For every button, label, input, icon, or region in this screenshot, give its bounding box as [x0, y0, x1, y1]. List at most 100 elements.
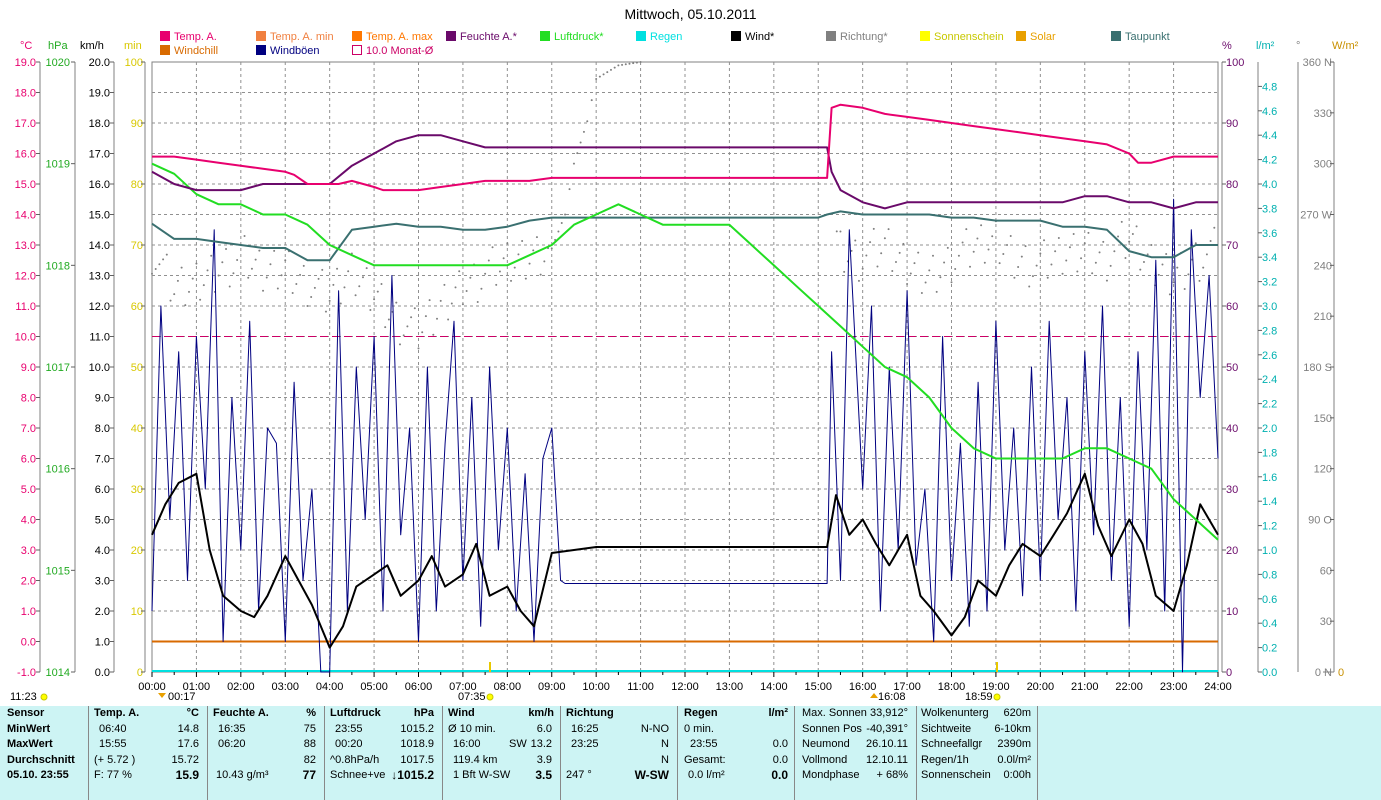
direction-dot	[247, 276, 250, 279]
direction-header: Richtung	[566, 707, 614, 719]
direction-dot	[869, 241, 872, 244]
direction-dot	[598, 75, 601, 78]
pressure-min-value: 1015.2	[400, 722, 434, 735]
legend-label: Sonnenschein	[934, 31, 1004, 43]
direction-dot	[917, 251, 920, 254]
direction-dot	[579, 141, 582, 144]
direction-dot	[1161, 263, 1164, 266]
temp-axis-label: 12.0	[15, 271, 36, 283]
pct-axis-label: 0	[1226, 667, 1232, 679]
direction-dot	[450, 302, 453, 305]
kmh-axis-label: 9.0	[95, 393, 110, 405]
temperature-line	[152, 103, 1218, 192]
label-max: MaxWert	[7, 738, 53, 751]
sun-pos-label: Sonnen Pos	[802, 722, 862, 735]
direction-dot	[184, 304, 187, 307]
direction-dot	[617, 64, 620, 67]
direction-dot	[398, 343, 401, 346]
deg-axis-header: °	[1296, 40, 1301, 52]
temp-axis-label: 6.0	[21, 454, 36, 466]
marker-1123: 11:23	[10, 691, 37, 703]
temp-header: Temp. A.	[94, 707, 140, 719]
direction-dot	[432, 333, 435, 336]
temp-axis-label: 16.0	[15, 149, 36, 161]
x-tick-label: 03:00	[271, 681, 299, 693]
direction-dot	[1050, 263, 1053, 266]
sun-max-value: 33,912°	[869, 707, 908, 719]
fullmoon-label: Vollmond	[802, 753, 848, 766]
legend-label: Taupunkt	[1125, 31, 1170, 43]
kmh-axis-label: 7.0	[95, 454, 110, 466]
direction-dot	[1024, 245, 1027, 248]
stats-col-pressure: Luftdruck hPa 23:55 1015.2 00:20 1018.9 ^0.…	[325, 706, 443, 800]
direction-dot	[1006, 244, 1009, 246]
direction-dot	[632, 62, 635, 65]
temp-axis-label: 4.0	[21, 515, 36, 527]
direction-dot	[894, 260, 897, 263]
lm2-axis-label: 3.8	[1262, 203, 1277, 215]
direction-dot	[421, 331, 424, 334]
legend-item: Feuchte A.*	[446, 31, 517, 44]
direction-r1-time: 16:25	[571, 722, 599, 735]
direction-dot	[228, 285, 231, 288]
legend-label: Temp. A.	[174, 31, 217, 43]
deg-axis-label: 210	[1314, 311, 1332, 323]
direction-dot	[480, 287, 483, 290]
kmh-axis-label: 12.0	[89, 301, 110, 313]
moonphase-value: + 68%	[876, 769, 909, 782]
direction-dot	[872, 227, 875, 230]
sunrise-marker: 07:35	[458, 691, 486, 703]
kmh-axis-label: 18.0	[89, 118, 110, 130]
kmh-axis-label: 13.0	[89, 271, 110, 283]
direction-r1-value: N-NO	[640, 722, 669, 735]
legend-swatch	[920, 31, 930, 41]
min-axis-label: 100	[125, 57, 143, 69]
legend-swatch	[731, 31, 741, 41]
direction-dot	[1205, 253, 1208, 256]
direction-dot	[469, 276, 472, 279]
direction-dot	[365, 267, 368, 270]
label-current-time: 05.10. 23:55	[7, 769, 69, 782]
min-axis-label: 70	[131, 240, 143, 252]
direction-dot	[609, 68, 612, 71]
legend-swatch	[256, 45, 266, 55]
temp-current-label: F: 77 %	[94, 769, 132, 782]
x-tick-label: 00:00	[138, 681, 166, 693]
rain1h-label: Regen/1h	[921, 753, 969, 766]
wind-avg-value: 3.9	[536, 753, 552, 766]
direction-dot	[232, 272, 235, 275]
direction-dot	[639, 61, 642, 63]
legend-label: 10.0 Monat-Ø	[366, 45, 434, 57]
lm2-axis-label: 4.2	[1262, 155, 1277, 167]
direction-dot	[284, 259, 287, 262]
direction-dot	[1202, 266, 1205, 269]
x-tick-label: 14:00	[760, 681, 788, 693]
label-avg: Durchschnitt	[7, 753, 75, 766]
wind-line	[151, 472, 1219, 649]
deg-axis-label: 360 N	[1303, 57, 1332, 69]
pct-axis-label: 70	[1226, 240, 1238, 252]
wm2-axis-label: 0	[1338, 667, 1344, 679]
sunshine-label: Sonnenschein	[921, 769, 991, 782]
direction-dot	[1031, 275, 1034, 278]
deg-axis-label: 240	[1314, 260, 1332, 272]
wind-current-value: 3.5	[535, 768, 552, 783]
kmh-axis-label: 15.0	[89, 210, 110, 222]
direction-dot	[332, 283, 335, 286]
lm2-axis-label: 2.4	[1262, 374, 1277, 386]
direction-dot	[991, 235, 994, 238]
x-tick-label: 04:00	[316, 681, 344, 693]
stats-col-humidity: Feuchte A.% 16:35 75 06:20 88 82 10.43 g/m…	[208, 706, 325, 800]
lm2-axis-label: 1.8	[1262, 447, 1277, 459]
direction-dot	[1046, 276, 1049, 279]
direction-dot	[165, 253, 168, 256]
legend-label: Temp. A. max	[366, 31, 433, 43]
temp-avg-value: 15.72	[171, 753, 199, 766]
direction-dot	[983, 261, 986, 264]
pressure-line	[151, 162, 1219, 541]
direction-dot	[539, 273, 542, 276]
stats-col-wind: Wind km/h Ø 10 min. 6.0 16:00 SW 13.2 119.4 …	[443, 706, 561, 800]
x-tick-label: 12:00	[671, 681, 699, 693]
legend-item: Luftdruck*	[540, 31, 604, 44]
direction-dot	[384, 326, 387, 329]
